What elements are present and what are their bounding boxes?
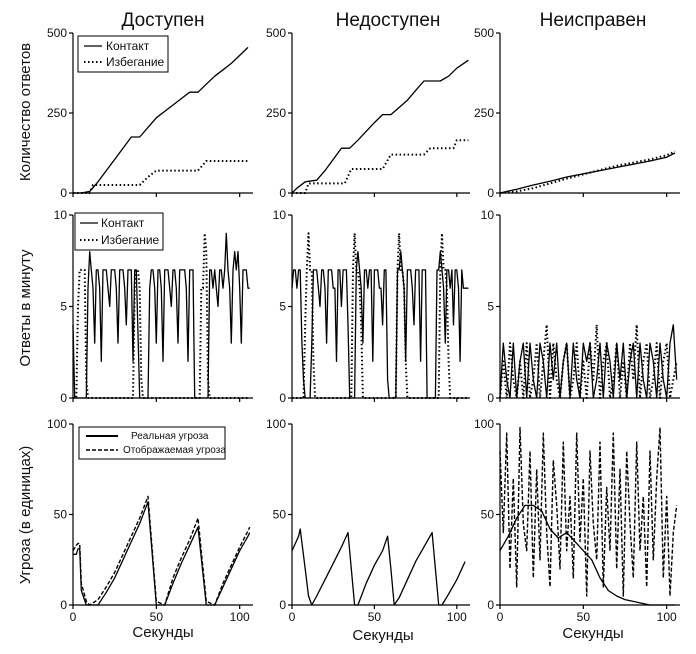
col-title-available: Доступен [122, 10, 205, 31]
y-tick-label: 50 [54, 508, 68, 522]
y-tick-label: 100 [47, 417, 67, 431]
legend-label-displayed-threat: Отображаемая угроза [123, 444, 226, 456]
col-title-unavailable: Недоступен [336, 10, 441, 31]
y-tick-label: 5 [279, 300, 286, 314]
y-tick-label: 0 [487, 186, 494, 200]
panels: 0250500025050002505000510051005100501000… [47, 26, 680, 624]
y-tick-label: 250 [474, 106, 494, 120]
panel-r2-c2: 0 5 10 [273, 208, 470, 405]
y-tick-label: 0 [60, 186, 67, 200]
series-line-avoidance [499, 323, 678, 399]
x-tick-label: 50 [368, 610, 382, 624]
series-line-avoidance [292, 139, 469, 194]
row-label-responses-count: Количество ответов [17, 43, 34, 181]
y-tick-label: 10 [273, 208, 287, 222]
series-line-real-threat [73, 501, 251, 606]
series-line-contact [499, 324, 678, 399]
y-tick-label: 500 [266, 26, 286, 40]
legend-label-avoidance: Избегание [101, 233, 160, 247]
series-line-avoidance [499, 150, 676, 194]
legend-row3: Реальная угроза Отображаемая угроза [78, 426, 226, 460]
panel-r3-c2: 0 50 100 0 50 100 [266, 417, 470, 624]
series-line-avoidance [73, 160, 248, 194]
y-tick-label: 0 [487, 598, 494, 612]
y-tick-label: 0 [487, 391, 494, 405]
y-tick-label: 0 [60, 598, 67, 612]
y-tick-label: 250 [266, 106, 286, 120]
x-axis-label-col2: Секунды [352, 627, 413, 644]
y-tick-label: 5 [487, 300, 494, 314]
x-axis-label-col3: Секунды [562, 625, 623, 642]
x-tick-label: 100 [657, 610, 677, 624]
y-tick-label: 10 [481, 208, 495, 222]
panel-r3-c3: 0 50 100 0 50 100 [474, 417, 680, 624]
legend-row1: Контакт Избегание [77, 35, 169, 73]
legend-box [77, 35, 169, 73]
legend-label-avoidance: Избегание [106, 55, 165, 69]
panel-r3-c1: 0 50 100 0 50 100 [47, 417, 253, 624]
panel-r2-c1: 0 5 10 [54, 208, 253, 405]
y-tick-label: 0 [279, 598, 286, 612]
y-tick-label: 50 [273, 508, 287, 522]
series-line-avoidance [73, 232, 250, 399]
legend-label-contact: Контакт [106, 39, 150, 53]
panel-r1-c3: 0 250 500 [474, 26, 680, 200]
y-tick-label: 500 [47, 26, 67, 40]
x-tick-label: 50 [577, 610, 591, 624]
y-tick-label: 250 [47, 106, 67, 120]
y-tick-label: 0 [279, 391, 286, 405]
series-line-contact [291, 250, 469, 399]
legend-label-contact: Контакт [101, 216, 145, 230]
y-tick-label: 500 [474, 26, 494, 40]
series-line-real-threat [291, 528, 466, 606]
series-line-displayed-threat [499, 426, 678, 597]
panel-r1-c2: 0 250 500 [266, 26, 470, 200]
x-tick-label: 50 [150, 610, 164, 624]
series-line-contact [499, 152, 676, 194]
y-tick-label: 10 [54, 208, 68, 222]
series-line-contact [73, 46, 249, 194]
legend-box [74, 212, 164, 251]
x-tick-label: 0 [289, 610, 296, 624]
series-line-avoidance [292, 232, 469, 399]
row-label-threat-units: Угроза (в единицах) [17, 446, 34, 585]
col-title-faulty: Неисправен [540, 10, 647, 31]
series-line-displayed-threat [72, 495, 251, 606]
y-tick-label: 100 [266, 417, 286, 431]
legend-box [78, 426, 226, 460]
legend-row2: Контакт Избегание [74, 212, 164, 251]
y-tick-label: 0 [60, 391, 67, 405]
y-tick-label: 0 [279, 186, 286, 200]
x-tick-label: 100 [230, 610, 250, 624]
series-line-contact [291, 59, 469, 194]
x-axis-label-col1: Секунды [132, 624, 193, 641]
y-tick-label: 100 [474, 417, 494, 431]
x-tick-label: 100 [447, 610, 467, 624]
x-tick-label: 0 [497, 610, 504, 624]
panel-r1-c1: 0 250 500 [47, 26, 253, 200]
legend-label-real-threat: Реальная угроза [131, 431, 209, 442]
panel-r2-c3: 0 5 10 [481, 208, 680, 405]
y-tick-label: 50 [481, 508, 495, 522]
x-tick-label: 0 [70, 610, 77, 624]
y-tick-label: 5 [60, 300, 67, 314]
series-line-contact [72, 232, 250, 399]
row-label-responses-per-minute: Ответы в минуту [17, 249, 34, 367]
